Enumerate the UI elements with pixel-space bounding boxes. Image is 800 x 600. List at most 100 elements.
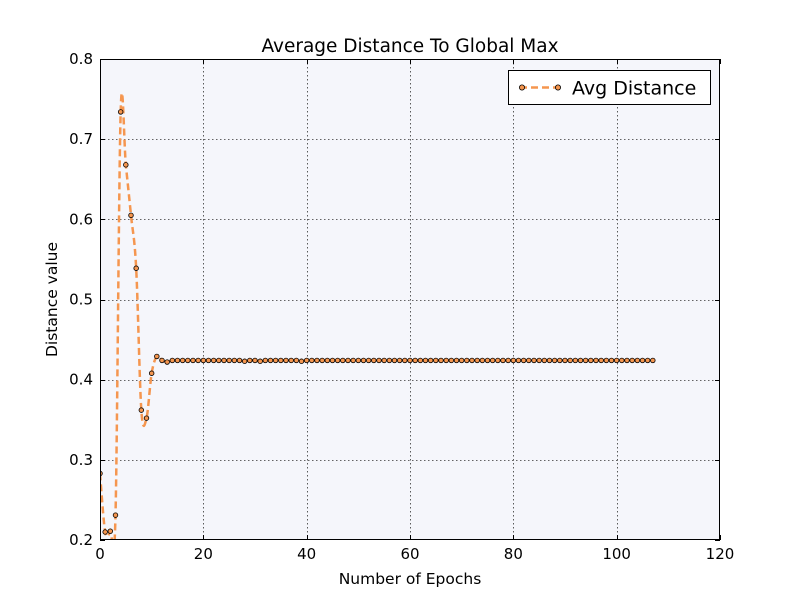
data-point [185,357,191,364]
data-point [536,357,542,364]
y-axis-title: Distance value [43,242,61,357]
y-tick-label: 0.2 [69,531,93,549]
data-point [324,357,331,364]
data-point [345,357,351,364]
data-point [505,357,511,364]
data-point [593,357,599,364]
y-tick-label: 0.7 [69,130,93,148]
data-point [241,358,248,364]
data-point [603,357,610,364]
data-point [433,357,439,364]
data-point [257,358,263,364]
y-tick-label: 0.6 [69,210,93,228]
data-point [226,357,232,364]
data-point [200,357,207,364]
data-point [334,357,341,364]
data-point [531,357,537,364]
data-point [371,357,377,364]
legend-marker [555,84,562,91]
data-point [303,357,310,364]
data-point [438,357,444,364]
data-point [520,357,527,364]
data-point [422,357,429,364]
data-point [489,357,496,364]
data-point [391,357,398,364]
data-point [272,357,279,364]
data-point [402,357,408,364]
data-point [541,357,548,364]
x-tick-label: 40 [297,545,316,563]
data-point [117,109,124,115]
data-point [231,357,238,364]
axis-ticks: 0 20 40 60 80 100 120 0.2 0.3 0.4 0.5 0.6 0.7 0.8 [69,50,734,563]
data-point [298,358,305,364]
legend: Avg Distance [508,70,711,105]
data-point [293,357,300,364]
data-point [495,357,501,364]
data-point [102,529,108,535]
data-point [629,357,635,364]
data-point [515,357,522,364]
data-point [464,357,470,364]
data-point [123,162,129,168]
data-point [582,357,589,364]
data-point [567,357,573,364]
data-point [210,357,217,364]
data-point [179,357,186,364]
data-point [278,357,284,364]
data-point [572,357,579,364]
data-point [169,357,176,364]
x-axis-title: Number of Epochs [339,570,482,588]
x-tick-label: 100 [602,545,631,563]
data-point [479,357,486,364]
data-point [154,353,160,360]
data-point [319,357,325,364]
data-point [128,212,134,219]
x-tick-label: 20 [194,545,213,563]
data-point [624,357,630,364]
data-point [500,357,506,364]
data-point [360,357,367,364]
data-point [526,357,532,364]
data-point [469,357,475,364]
data-point [634,357,641,364]
data-point [417,357,424,364]
data-point [159,357,165,364]
y-tick-label: 0.8 [69,50,93,68]
x-tick-label: 0 [95,545,105,563]
data-point [314,357,320,364]
data-point [288,357,294,364]
data-point [376,357,382,364]
data-point [474,357,480,364]
data-point [453,357,460,364]
data-point [381,357,387,364]
y-tick-label: 0.4 [69,371,93,389]
data-point [216,357,222,364]
data-point [443,357,449,364]
data-point [650,357,656,364]
x-tick-label: 120 [706,545,735,563]
data-point [484,357,491,364]
data-point [174,357,181,364]
data-point [195,357,201,364]
data-point [112,512,119,518]
data-point [510,357,517,364]
data-point [598,357,604,364]
x-tick-label: 60 [400,545,419,563]
data-point [107,528,114,534]
data-point [247,357,253,364]
data-point [138,407,145,413]
data-point [205,357,212,364]
chart-title: Average Distance To Global Max [261,36,558,57]
data-point [396,357,403,364]
data-point [644,357,651,364]
data-point [190,357,196,364]
data-point [386,357,393,364]
series-layer [100,91,656,540]
y-tick-label: 0.5 [69,291,93,309]
data-point [557,357,563,364]
data-point [283,357,289,364]
data-point [588,357,594,364]
data-point [562,357,568,364]
data-point [613,357,620,364]
